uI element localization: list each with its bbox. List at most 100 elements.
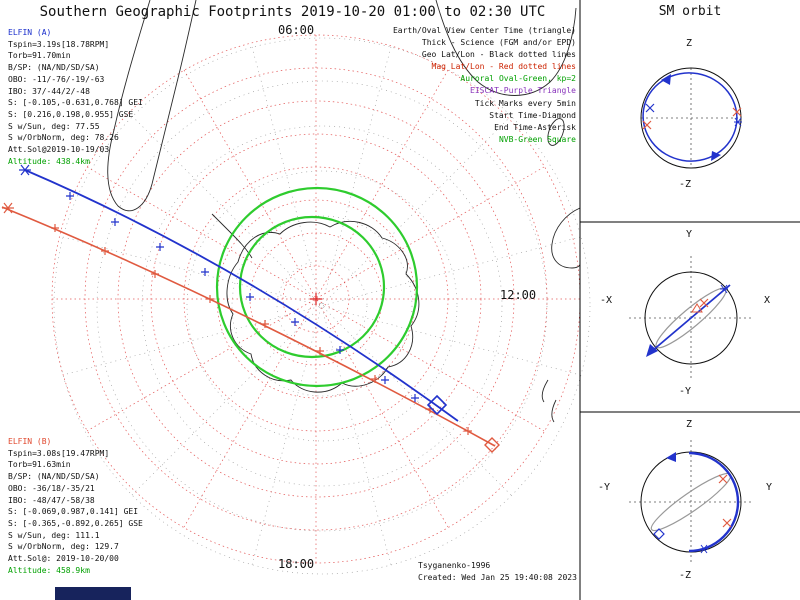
south-america-coast: [107, 0, 197, 212]
sm3-axis-right: Y: [766, 482, 773, 493]
sm3-crosshair: [629, 440, 753, 564]
sm2-axis-right: X: [764, 295, 771, 306]
elfin-b-altitude: Altitude: 458.9km: [8, 565, 90, 575]
antarctica-coast: [226, 220, 420, 393]
elfin-b-sun-angle: S w/Sun, deg: 111.1: [8, 530, 100, 540]
legend-line-auroral-oval: Auroral Oval-Green, kp=2: [460, 74, 576, 84]
sm1-crosshair: [641, 68, 741, 168]
sm3-axis-top: Z: [686, 419, 693, 430]
sm3-axis-bottom: -Z: [679, 570, 692, 581]
elfin-a-ibo: IBO: 37/-44/2/-48: [8, 86, 90, 96]
elfin-a-label: ELFIN (A): [8, 28, 52, 37]
sm3-blue-diamond: [653, 528, 665, 540]
sm3-orange-cross-bottom: [722, 518, 732, 528]
elfin-b-track: [1, 202, 500, 453]
elfin-b-label: ELFIN (B): [8, 437, 52, 446]
elfin-b-info: ELFIN (B) Tspin=3.08s[19.47RPM] Torb=91.…: [8, 436, 143, 576]
elfin-b-end-diamond: [484, 437, 500, 453]
legend: Earth/Oval View Center Time (triangle) T…: [300, 25, 576, 146]
elfin-a-altitude: Altitude: 438.4km: [8, 156, 90, 166]
elfin-b-ibo: IBO: -48/47/-58/38: [8, 495, 95, 505]
elfin-b-tspin: Tspin=3.08s[19.47RPM]: [8, 448, 110, 458]
sm-panel-xy: [629, 256, 753, 380]
elfin-a-torb: Torb=91.70min: [8, 51, 71, 61]
sm2-blue-asterisk: [720, 284, 728, 294]
elfin-a-s-gei: S: [-0.105,-0.631,0.768] GEI: [8, 98, 143, 108]
elfin-b-s-gse: S: [-0.365,-0.892,0.265] GSE: [8, 518, 143, 528]
sm2-direction-arrow: [646, 344, 658, 357]
legend-line-mag-grid: Mag Lat/Lon - Red dotted lines: [431, 62, 577, 72]
sm1-axis-bottom: -Z: [679, 179, 692, 190]
sm3-direction-arrow: [666, 452, 676, 462]
sm1-axis-top: Z: [686, 38, 693, 49]
sm3-orbit-arc: [688, 451, 740, 553]
dial-label-1200: 12:00: [500, 288, 537, 302]
model-credit: Tsyganenko-1996: [418, 561, 491, 570]
created-timestamp: Created: Wed Jan 25 19:40:08 2023: [418, 573, 577, 582]
legend-line-nvb: NVB-Green Square: [498, 134, 576, 144]
sm2-orange-cross: [699, 298, 709, 308]
elfin-a-end-diamond: [426, 394, 448, 416]
sm3-axis-left: -Y: [598, 482, 611, 493]
elfin-a-track: [19, 164, 459, 422]
legend-line-tick-marks: Tick Marks every 5min: [474, 98, 576, 108]
dial-label-0600: 06:00: [278, 23, 315, 37]
madagascar-coast: [547, 118, 565, 146]
elfin-b-s-gei: S: [-0.069,0.987,0.141] GEI: [8, 507, 139, 517]
elfin-a-orbnorm-angle: S w/OrbNorm, deg: 78.26: [8, 133, 119, 143]
elfin-b-torb: Torb=91.63min: [8, 460, 71, 470]
dial-label-1800: 18:00: [278, 557, 315, 571]
sm1-direction-arrow-top: [661, 74, 671, 85]
panel-dividers: [579, 0, 800, 600]
africa-coast: [435, 0, 577, 96]
elfin-b-orbnorm-angle: S w/OrbNorm, deg: 129.7: [8, 542, 119, 552]
elfin-b-path: [1, 206, 496, 447]
elfin-b-att-sol: Att.Sol@: 2019-10-20/00: [8, 554, 119, 564]
legend-line-center-time: Earth/Oval View Center Time (triangle): [392, 26, 576, 35]
sm-orbit-title: SM orbit: [658, 4, 722, 19]
legend-line-eiscat: EISCAT-Purple Triangle: [470, 86, 576, 96]
sm2-orange-triangle: [691, 303, 703, 313]
sm1-orange-cross-right: [732, 107, 742, 117]
sm2-axis-left: -X: [600, 295, 613, 306]
page-title: Southern Geographic Footprints 2019-10-2…: [39, 4, 546, 20]
elfin-a-att-sol: Att.Sol@2019-10-19/03: [8, 145, 110, 155]
auroral-ovals: [215, 186, 419, 388]
new-zealand-coast: [541, 379, 557, 423]
sm3-blue-asterisk: [700, 544, 708, 554]
legend-line-start-time: Start Time-Diamond: [489, 110, 576, 120]
elfin-b-tick-marks: [51, 224, 472, 435]
sm1-orbit-ellipse: [642, 72, 738, 162]
coastlines: [107, 0, 581, 423]
sm1-blue-cross: [645, 103, 655, 113]
elfin-b-bsp: B/SP: (NA/ND/SD/SA): [8, 472, 100, 482]
footer-logo-box: [55, 587, 131, 600]
sm2-axis-top: Y: [686, 229, 693, 240]
elfin-a-info: ELFIN (A) Tspin=3.19s[18.78RPM] Torb=91.…: [8, 27, 143, 167]
elfin-a-s-gse: S: [0.216,0.198,0.955] GSE: [8, 109, 134, 119]
legend-line-end-time: End Time-Asterisk: [494, 122, 576, 132]
antarctic-peninsula: [211, 213, 253, 259]
sm2-axis-bottom: -Y: [679, 386, 692, 397]
australia-coast: [551, 207, 581, 269]
auroral-oval-inner: [238, 215, 386, 359]
sm-panel-xz: [640, 67, 742, 169]
elfin-b-start-asterisk: [2, 202, 14, 214]
pole-cross-marker: [310, 293, 322, 305]
legend-line-geo-grid: Geo Lat/Lon - Black dotted lines: [421, 50, 576, 60]
sm-panel-yz: [629, 440, 753, 564]
legend-line-thick-science: Thick - Science (FGM and/or EPD): [421, 38, 576, 48]
sm1-orange-cross-left: [642, 120, 652, 130]
elfin-a-tspin: Tspin=3.19s[18.78RPM]: [8, 39, 110, 49]
elfin-a-start-asterisk: [19, 164, 31, 176]
sm3-orange-cross-top: [718, 474, 728, 484]
auroral-oval-outer: [215, 186, 419, 388]
sm2-orbit-line: [651, 284, 731, 352]
sm2-earth-circle: [644, 271, 738, 365]
elfin-a-bsp: B/SP: (NA/ND/SD/SA): [8, 63, 100, 73]
elfin-a-tick-marks: [66, 192, 419, 402]
elfin-a-path: [24, 169, 459, 422]
elfin-a-sun-angle: S w/Sun, deg: 77.55: [8, 121, 100, 131]
